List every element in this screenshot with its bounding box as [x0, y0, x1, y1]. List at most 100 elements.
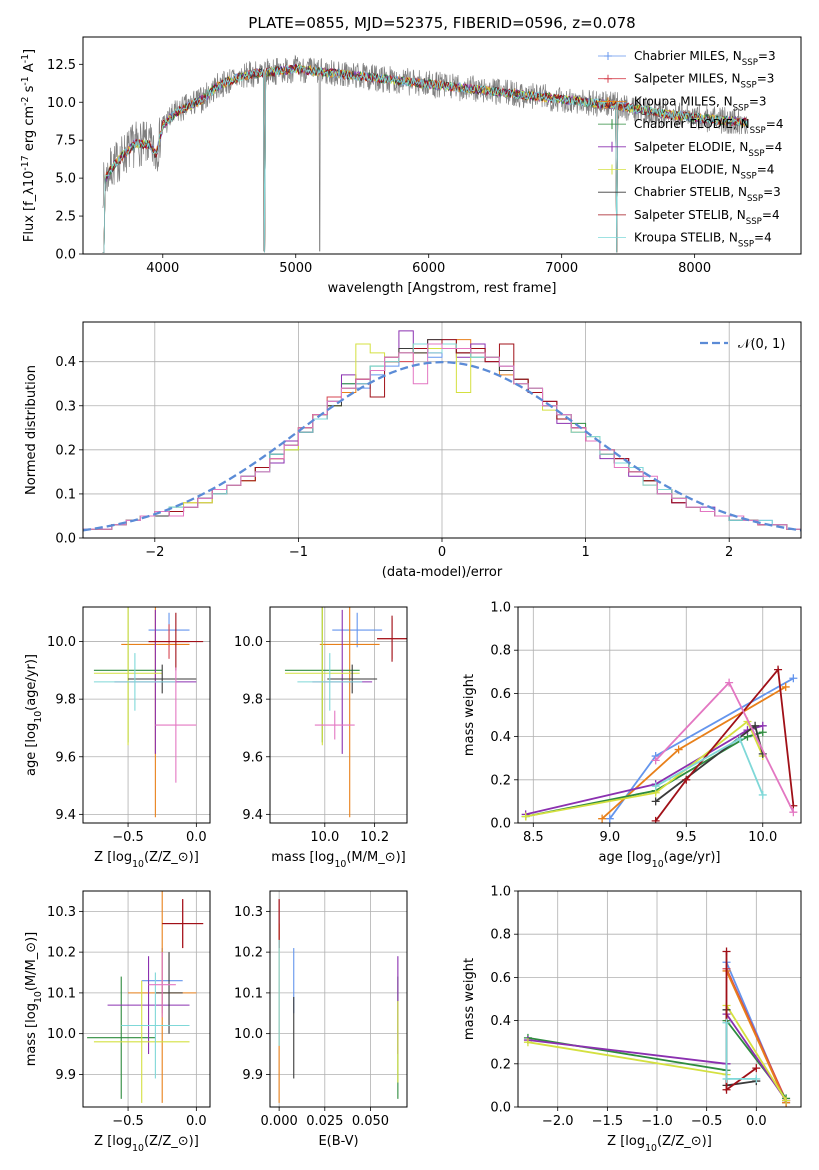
y-tick-label: 10.3: [47, 905, 76, 920]
legend-marker: [604, 52, 612, 60]
x-tick-label: −1.5: [592, 1114, 624, 1129]
axes-frame: [269, 606, 408, 824]
x-axis-label: E(B-V): [318, 1134, 358, 1149]
x-tick-label: 4000: [146, 261, 179, 276]
y-tick-label: 1.0: [490, 601, 511, 616]
x-tick-label: 0.0: [746, 1114, 767, 1129]
weight-marker: [674, 745, 683, 754]
weight-marker: [682, 775, 691, 784]
errorbars: [284, 607, 407, 818]
y-axis-label: age [log10(age/yr)]: [24, 654, 44, 776]
x-tick-label: −0.5: [112, 1114, 144, 1129]
y-tick-label: 0.4: [490, 1014, 511, 1029]
y-tick-label: 0.8: [490, 644, 511, 659]
x-tick-label: 0.000: [261, 1114, 298, 1129]
y-tick-label: 10.0: [234, 1027, 263, 1042]
x-tick-label: 5000: [279, 261, 312, 276]
y-tick-label: 10.0: [47, 96, 76, 111]
y-axis-label: Normed distribution: [24, 365, 39, 495]
x-tick-label: −0.5: [691, 1114, 723, 1129]
x-tick-label: 10.0: [310, 830, 339, 845]
x-tick-label: 8000: [678, 261, 711, 276]
y-tick-label: 0.0: [55, 532, 76, 547]
weight-marker: [758, 790, 767, 799]
weight-marker: [725, 678, 734, 687]
y-tick-label: 9.6: [55, 750, 76, 765]
y-tick-label: 9.4: [242, 808, 263, 823]
axes-frame: [82, 890, 211, 1108]
y-tick-label: 0.1: [55, 487, 76, 502]
y-tick-label: 0.2: [55, 443, 76, 458]
legend-label: Chabrier MILES, NSSP=3: [634, 49, 776, 68]
x-axis-label: wavelength [Angstrom, rest frame]: [328, 281, 557, 296]
axes-frame: [82, 321, 802, 539]
weight-lines: [521, 665, 798, 823]
y-tick-label: 0.0: [55, 248, 76, 263]
y-tick-label: 12.5: [47, 58, 76, 73]
x-tick-label: 0.050: [352, 1114, 389, 1129]
weight-marker: [722, 1085, 731, 1094]
x-tick-label: 0: [438, 545, 446, 560]
y-tick-label: 0.6: [490, 971, 511, 986]
x-tick-label: −2.0: [542, 1114, 574, 1129]
y-axis-label: mass weight: [462, 674, 477, 756]
weight-marker: [722, 1074, 731, 1083]
y-tick-label: 1.0: [490, 885, 511, 900]
weight-line: [601, 686, 787, 820]
axes-frame: [517, 890, 802, 1108]
y-axis-label: mass weight: [462, 958, 477, 1040]
legend-marker: [604, 97, 612, 106]
x-axis-label: Z [log10(Z/Z_⊙)]: [607, 1134, 712, 1154]
x-axis-label: Z [log10(Z/Z_⊙)]: [94, 1134, 199, 1154]
y-tick-label: 9.6: [242, 750, 263, 765]
spectrum-lines: [102, 54, 748, 253]
y-tick-label: 0.4: [55, 355, 76, 370]
y-tick-label: 2.5: [55, 210, 76, 225]
y-tick-label: 0.0: [490, 817, 511, 832]
weight-marker: [781, 682, 790, 691]
x-axis-label: Z [log10(Z/Z_⊙)]: [94, 850, 199, 870]
y-axis-label: mass [log10(M/M_⊙)]: [24, 932, 44, 1067]
errorbars: [93, 607, 204, 818]
y-tick-label: 5.0: [55, 172, 76, 187]
legend-marker: [604, 74, 612, 83]
axes-frame: [517, 606, 802, 824]
errorbars: [87, 891, 204, 1103]
weight-marker: [789, 674, 798, 683]
weight-line: [525, 724, 764, 816]
weight-marker: [735, 734, 744, 743]
y-tick-label: 9.9: [55, 1068, 76, 1083]
weight-marker: [651, 816, 660, 823]
x-tick-label: 6000: [412, 261, 445, 276]
legend-label: Chabrier ELODIE, NSSP=4: [634, 117, 783, 136]
x-tick-label: 1: [581, 545, 589, 560]
x-tick-label: 10.0: [748, 830, 777, 845]
x-tick-label: −1.0: [641, 1114, 673, 1129]
y-tick-label: 0.4: [490, 730, 511, 745]
y-tick-label: 0.0: [490, 1101, 511, 1116]
histogram-step: [83, 343, 801, 538]
x-tick-label: 7000: [545, 261, 578, 276]
x-tick-label: 8.5: [523, 830, 544, 845]
legend-label: Chabrier STELIB, NSSP=3: [634, 185, 781, 204]
y-tick-label: 9.9: [242, 1068, 263, 1083]
y-tick-label: 10.0: [47, 635, 76, 650]
weight-marker: [752, 1074, 761, 1083]
legend-label: Salpeter STELIB, NSSP=4: [634, 208, 780, 227]
y-tick-label: 7.5: [55, 134, 76, 149]
normal-curve: [83, 360, 801, 532]
x-tick-label: 0.025: [306, 1114, 343, 1129]
legend-label: Kroupa MILES, NSSP=3: [634, 94, 767, 113]
y-tick-label: 10.3: [234, 905, 263, 920]
weight-marker: [752, 1064, 761, 1073]
axes-frame: [82, 36, 802, 255]
x-axis-label: age [log10(age/yr)]: [599, 850, 721, 870]
weight-marker: [722, 1018, 731, 1027]
x-tick-label: −0.5: [112, 830, 144, 845]
weight-line: [525, 720, 764, 818]
x-tick-label: 0.0: [186, 830, 207, 845]
axes-frame: [82, 606, 211, 824]
weight-marker: [651, 756, 660, 765]
weight-line: [654, 667, 795, 822]
